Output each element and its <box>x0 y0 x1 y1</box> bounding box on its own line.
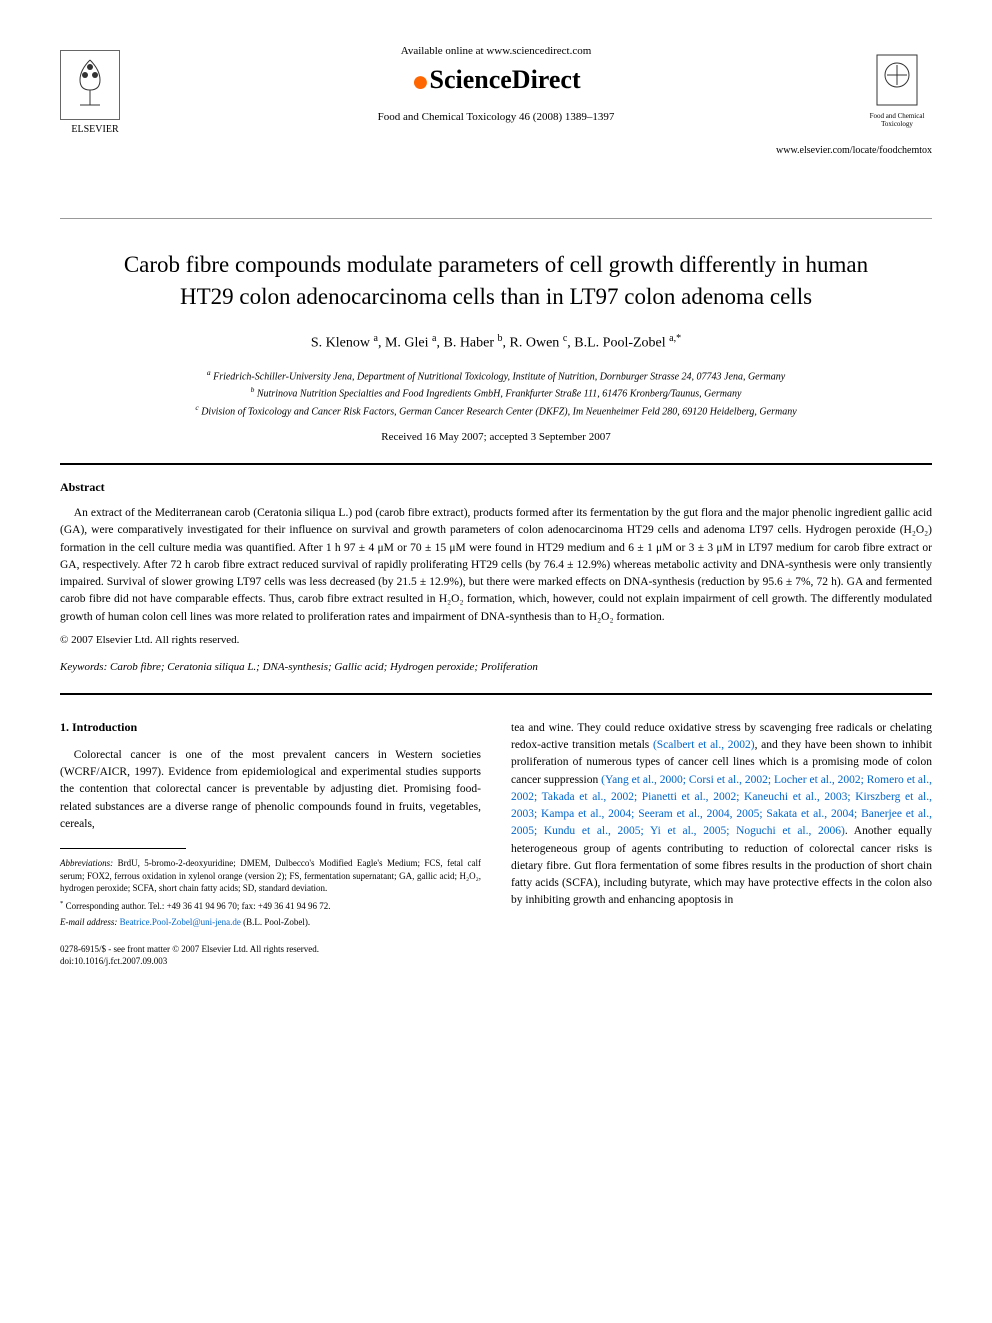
page-header: ELSEVIER Available online at www.science… <box>60 40 932 123</box>
affiliation-c: c Division of Toxicology and Cancer Risk… <box>60 402 932 419</box>
doi-line1: 0278-6915/$ - see front matter © 2007 El… <box>60 944 481 956</box>
corresponding-footnote: * Corresponding author. Tel.: +49 36 41 … <box>60 899 481 913</box>
authors: S. Klenow a, M. Glei a, B. Haber b, R. O… <box>60 333 932 352</box>
affiliation-a: a Friedrich-Schiller-University Jena, De… <box>60 367 932 384</box>
email-footnote: E-mail address: Beatrice.Pool-Zobel@uni-… <box>60 916 481 929</box>
column-right: tea and wine. They could reduce oxidativ… <box>511 720 932 968</box>
divider-thick <box>60 463 932 465</box>
elsevier-tree-icon <box>60 50 120 120</box>
footnote-divider <box>60 848 186 849</box>
intro-text-col2: tea and wine. They could reduce oxidativ… <box>511 720 932 910</box>
email-link[interactable]: Beatrice.Pool-Zobel@uni-jena.de <box>120 917 241 927</box>
elsevier-label: ELSEVIER <box>60 124 130 135</box>
sd-dot-icon: ● <box>411 65 429 98</box>
body-columns: 1. Introduction Colorectal cancer is one… <box>60 720 932 968</box>
intro-text-col1: Colorectal cancer is one of the most pre… <box>60 747 481 833</box>
journal-logo-text: Food and Chemical Toxicology <box>862 112 932 128</box>
keywords-value: Carob fibre; Ceratonia siliqua L.; DNA-s… <box>110 661 538 673</box>
citation-link[interactable]: (Scalbert et al., 2002) <box>653 739 755 751</box>
abbreviations-footnote: Abbreviations: BrdU, 5-bromo-2-deoxyurid… <box>60 857 481 895</box>
affiliations: a Friedrich-Schiller-University Jena, De… <box>60 367 932 419</box>
doi-line2: doi:10.1016/j.fct.2007.09.003 <box>60 956 481 968</box>
article-dates: Received 16 May 2007; accepted 3 Septemb… <box>60 431 932 443</box>
header-center: Available online at www.sciencedirect.co… <box>60 40 932 123</box>
keywords-label: Keywords: <box>60 661 107 673</box>
divider <box>60 218 932 219</box>
column-left: 1. Introduction Colorectal cancer is one… <box>60 720 481 968</box>
elsevier-logo: ELSEVIER <box>60 50 130 135</box>
divider-thick <box>60 693 932 695</box>
journal-icon <box>872 50 922 110</box>
journal-url: www.elsevier.com/locate/foodchemtox <box>776 145 932 156</box>
footnotes: Abbreviations: BrdU, 5-bromo-2-deoxyurid… <box>60 857 481 929</box>
journal-logo: Food and Chemical Toxicology <box>862 50 932 128</box>
intro-heading: 1. Introduction <box>60 720 481 735</box>
sciencedirect-logo: ●ScienceDirect <box>60 65 932 99</box>
doi-block: 0278-6915/$ - see front matter © 2007 El… <box>60 944 481 967</box>
article-title: Carob fibre compounds modulate parameter… <box>100 249 892 313</box>
abstract-copyright: © 2007 Elsevier Ltd. All rights reserved… <box>60 634 932 646</box>
affiliation-b: b Nutrinova Nutrition Specialties and Fo… <box>60 384 932 401</box>
abstract-heading: Abstract <box>60 480 932 495</box>
keywords-line: Keywords: Carob fibre; Ceratonia siliqua… <box>60 661 932 673</box>
abstract-text: An extract of the Mediterranean carob (C… <box>60 505 932 626</box>
journal-citation: Food and Chemical Toxicology 46 (2008) 1… <box>60 111 932 123</box>
available-online-text: Available online at www.sciencedirect.co… <box>60 45 932 57</box>
